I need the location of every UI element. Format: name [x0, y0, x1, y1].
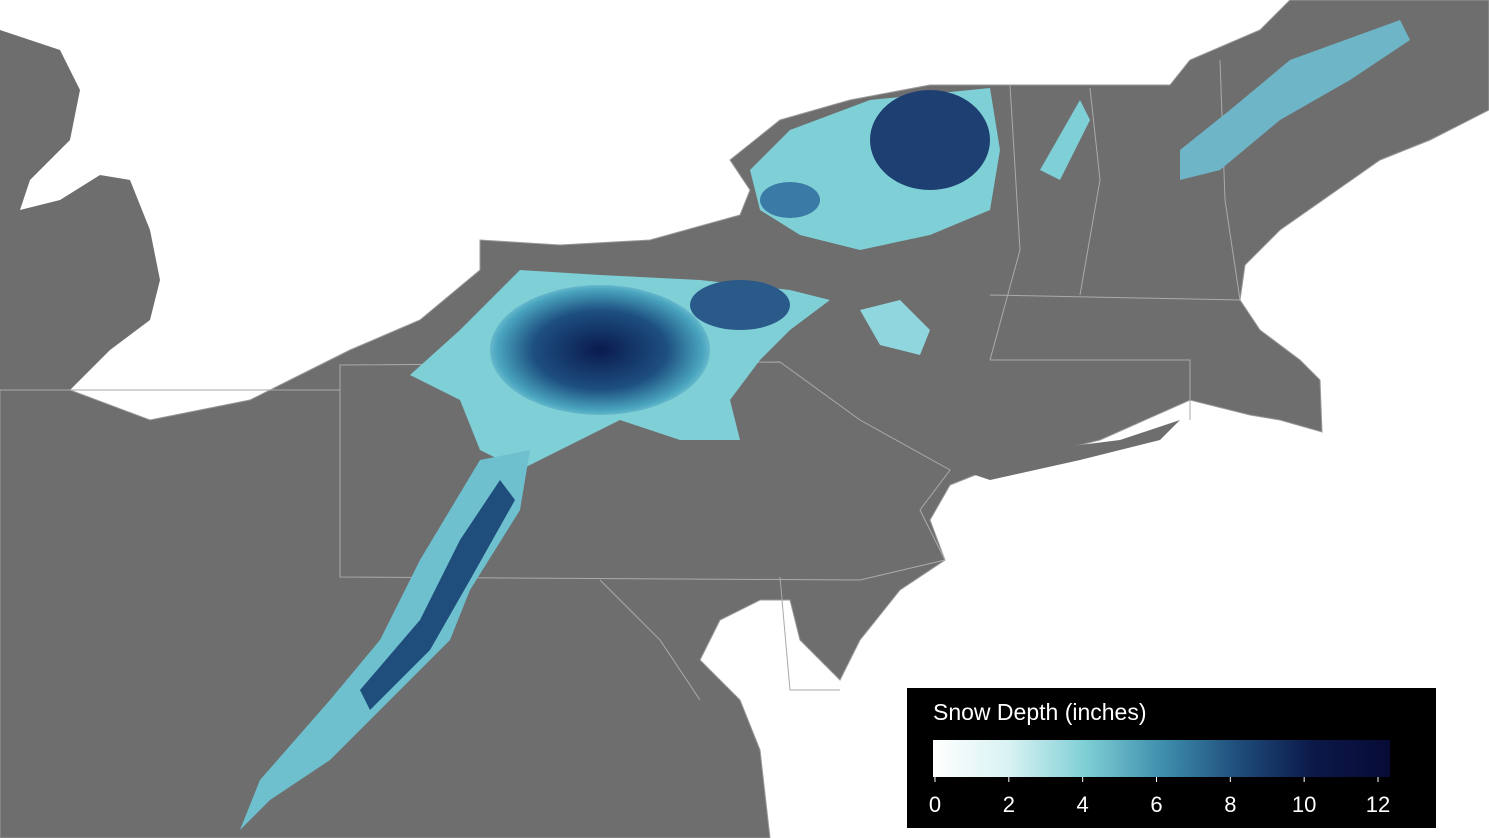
- tick-label: 4: [1077, 792, 1089, 817]
- tick-label: 6: [1150, 792, 1162, 817]
- long-island: [960, 420, 1180, 480]
- tick-label: 8: [1224, 792, 1236, 817]
- color-bar: [933, 740, 1390, 777]
- state-borders: [0, 59, 1241, 701]
- tick-label: 2: [1003, 792, 1015, 817]
- tick-label: 0: [929, 792, 941, 817]
- snow-cover: [240, 20, 1410, 830]
- tick-label: 12: [1366, 792, 1390, 817]
- legend-title: Snow Depth (inches): [933, 699, 1147, 725]
- tick-label: 10: [1292, 792, 1316, 817]
- michigan: [0, 30, 160, 390]
